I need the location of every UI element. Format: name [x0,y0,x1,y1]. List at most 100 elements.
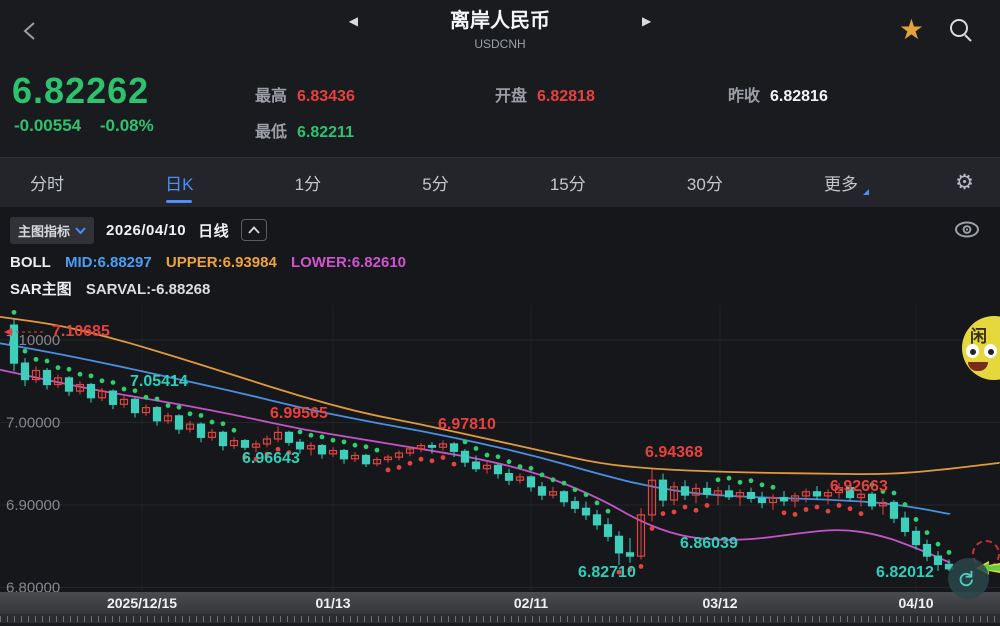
sar-dot [803,507,809,512]
sar-dot [253,456,259,462]
back-button[interactable] [16,16,46,46]
candle-body [504,473,514,481]
sar-dot [143,394,149,400]
candle-body [603,524,613,537]
minimap-tick-strip[interactable] [0,614,1000,623]
candle-body [526,476,536,488]
sar-dot [297,429,303,435]
candle-body [515,476,525,481]
top-bar: ◀ 离岸人民币 ▶ USDCNH ★ [0,0,1000,62]
sar-dot [385,467,391,473]
sar-dot [396,465,402,470]
candle-body [339,449,349,460]
candle-body [86,383,96,399]
candle-body [625,552,635,557]
candle-body [823,492,833,497]
y-axis-label: 7.10000 [6,332,60,349]
chevron-down-icon [75,226,86,234]
candle-body [933,555,943,565]
prev-symbol-button[interactable]: ◀ [348,14,358,28]
sar-dot [352,442,358,448]
sar-dot [110,380,116,385]
price-change-percent: -0.08% [99,116,154,135]
next-symbol-button[interactable]: ▶ [642,14,652,28]
boll-indicator-row[interactable]: BOLL MID:6.88297 UPPER:6.93984 LOWER:6.8… [10,254,416,271]
candle-body [647,479,657,516]
sar-dot [671,509,677,515]
sar-dot [528,465,534,471]
rotate-screen-button[interactable]: ⟳ [948,558,989,599]
sar-indicator-row[interactable]: SAR主图 SARVAL:-6.88268 [10,278,220,299]
sar-dot [649,526,655,531]
sar-dot [869,482,875,488]
sar-dot [594,500,600,506]
candle-body [856,493,866,499]
page-title: 离岸人民币 [450,10,550,32]
search-button[interactable] [946,15,976,45]
stat-open: 开盘 6.82818 [495,82,595,106]
sar-dot [770,484,776,490]
sar-dot [451,461,457,467]
sar-dot [286,450,292,455]
candle-body [152,407,162,422]
candle-body [702,487,712,495]
sar-name: SAR主图 [10,281,72,298]
dropdown-triangle-icon [862,189,869,195]
candle-body [801,491,811,497]
candle-body [240,440,250,448]
price-change-row: -0.00554 -0.08% [14,116,168,136]
chevron-left-icon [23,22,35,40]
tab-5分[interactable]: 5分 [422,175,449,194]
collapse-button[interactable] [241,219,268,241]
sar-dot [726,475,732,481]
sticker-mouth [968,362,988,371]
candle-body [284,431,294,443]
title-block: ◀ 离岸人民币 ▶ USDCNH [0,8,1000,51]
candle-body [680,486,690,496]
candle-body [218,431,228,447]
candle-body [636,514,646,557]
sar-dot [792,512,798,517]
visibility-toggle-button[interactable] [954,221,980,243]
tab-分时[interactable]: 分时 [30,175,64,194]
y-axis-label: 6.80000 [6,579,60,592]
tab-更多[interactable]: 更多 [820,160,869,205]
settings-gear-icon[interactable]: ⚙ [955,171,974,194]
favorite-star-icon[interactable]: ★ [898,14,924,45]
chart-period: 日线 [198,222,230,240]
candle-body [262,438,272,445]
tab-1分[interactable]: 1分 [294,175,322,194]
candle-body [141,407,151,414]
date-axis-bar[interactable]: 2025/12/15 01/13 02/11 03/12 04/10 [0,592,1000,614]
candle-body [119,398,129,405]
stat-prev-close-label: 昨收 [728,88,761,105]
candle-body [757,497,767,504]
candle-body [229,440,239,447]
sar-dot [77,371,83,377]
candle-body [317,444,327,455]
main-indicator-selector[interactable]: 主图指标 [10,216,95,244]
sar-dot [429,458,435,464]
sar-dot [275,446,281,452]
tab-日K[interactable]: 日K [161,160,197,205]
y-axis-label: 7.00000 [6,414,60,431]
period-tab-bar: 分时 日K 1分 5分 15分 30分 更多 ⚙ [0,157,1000,207]
candle-body [64,377,74,392]
candle-body [75,383,85,392]
sar-dot [330,437,336,443]
candle-body [735,492,745,498]
x-axis-label: 01/13 [315,595,351,611]
sar-dot [165,403,171,408]
candle-body [53,377,63,386]
tab-15分[interactable]: 15分 [549,175,586,194]
promo-sticker-label: 闲 [970,327,987,346]
candlestick-chart[interactable]: 7.10000 7.00000 6.90000 6.80000 7.10685 7.054… [0,305,1000,592]
sar-dot [308,432,314,438]
candle-body [911,530,921,546]
sar-dot [616,569,622,575]
candle-body [482,464,492,470]
tab-30分[interactable]: 30分 [686,175,723,194]
candle-body [427,444,437,448]
sar-dot [891,490,897,496]
boll-name: BOLL [10,254,51,271]
